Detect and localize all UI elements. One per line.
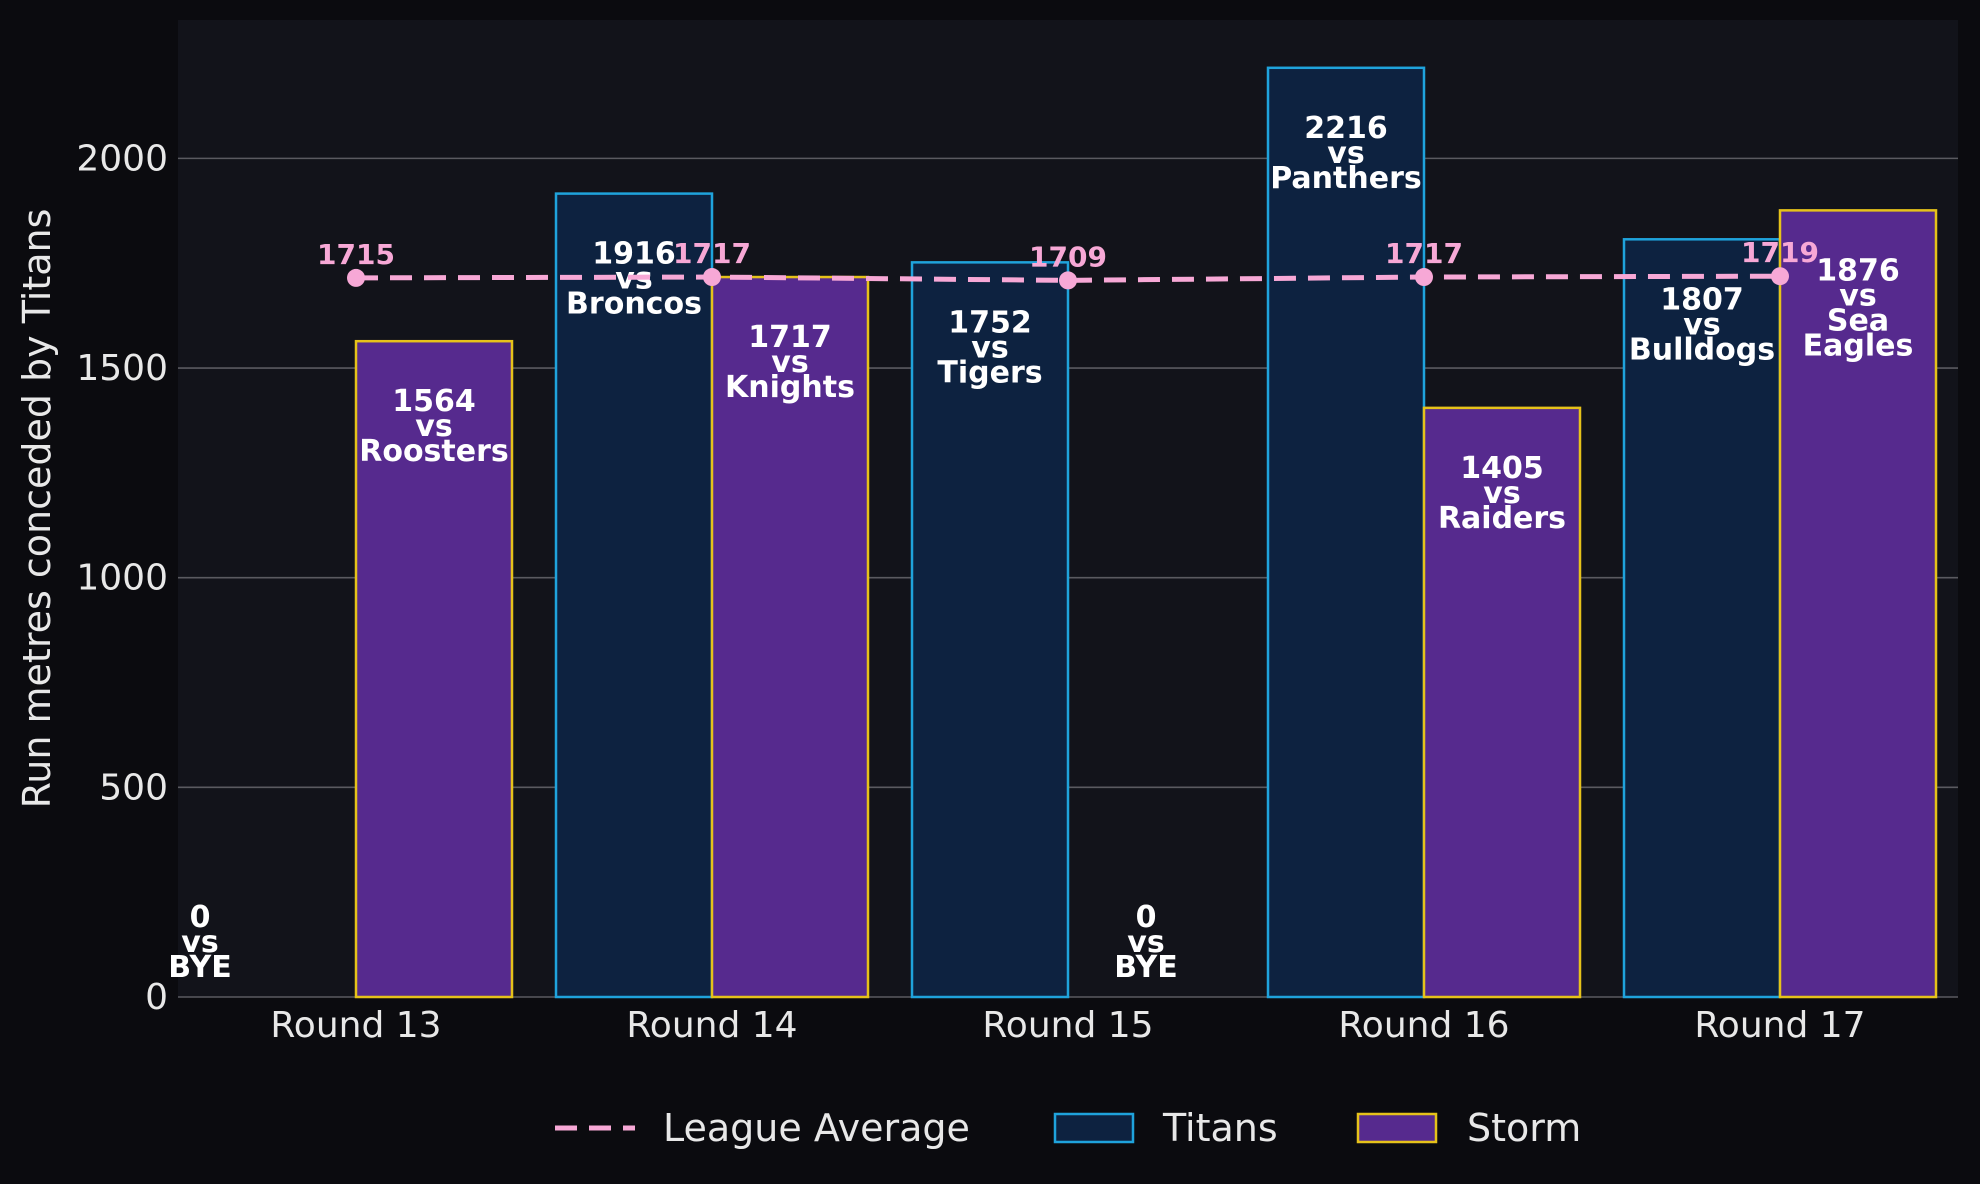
bars <box>354 66 1938 999</box>
bar-label: 1807 vs Bulldogs <box>1629 282 1775 367</box>
league-average-point <box>703 268 721 287</box>
league-average-point <box>1771 267 1789 286</box>
bar-label: 0 vs BYE <box>168 900 231 985</box>
y-tick-label: 2000 <box>76 138 168 179</box>
league-average-label: 1719 <box>1741 236 1819 269</box>
bar-label: 2216 vs Panthers <box>1270 111 1421 196</box>
legend: League Average Titans Storm <box>555 1106 1581 1150</box>
legend-label-storm: Storm <box>1467 1106 1581 1150</box>
bar-label: 1916 vs Broncos <box>566 237 702 322</box>
x-tick-label: Round 13 <box>270 1005 441 1046</box>
league-average-label: 1715 <box>317 238 395 271</box>
bar-storm <box>1778 209 1938 999</box>
league-average-point <box>347 268 365 287</box>
x-tick-label: Round 15 <box>982 1005 1153 1046</box>
legend-swatch-titans <box>1053 1112 1135 1144</box>
y-tick-label: 0 <box>145 977 168 1018</box>
x-tick-label: Round 17 <box>1694 1005 1865 1046</box>
x-tick-label: Round 14 <box>626 1005 797 1046</box>
league-average-point <box>1415 268 1433 287</box>
league-average-point <box>1059 271 1077 290</box>
legend-swatch-storm <box>1356 1112 1438 1144</box>
bar-labels: 0 vs BYE 1916 vs Broncos 1752 vs Tigers 2216 vs Pan… <box>168 111 1913 985</box>
y-tick-labels: 0 500 1000 1500 2000 <box>76 138 168 1018</box>
league-average-label: 1709 <box>1029 240 1107 273</box>
x-tick-labels: Round 13 Round 14 Round 15 Round 16 Round 17 <box>270 1005 1865 1046</box>
bar-label: 1876 vs Sea Eagles <box>1803 253 1914 363</box>
bar-storm <box>710 275 870 999</box>
x-tick-label: Round 16 <box>1338 1005 1509 1046</box>
bar-label: 0 vs BYE <box>1114 900 1177 985</box>
y-tick-label: 1500 <box>76 348 168 389</box>
bar-label: 1752 vs Tigers <box>937 305 1042 390</box>
bar-titans <box>554 192 714 999</box>
y-tick-label: 1000 <box>76 558 168 599</box>
bar-label: 1717 vs Knights <box>725 320 855 405</box>
legend-label-league-average: League Average <box>663 1106 970 1150</box>
league-average-label: 1717 <box>673 237 751 270</box>
bar-titans <box>1622 238 1782 999</box>
league-average-label: 1717 <box>1385 237 1463 270</box>
y-axis-title: Run metres conceded by Titans <box>15 209 59 809</box>
bar-storm <box>1422 406 1582 999</box>
bar-label: 1405 vs Raiders <box>1438 451 1566 536</box>
bar-label: 1564 vs Roosters <box>359 384 509 469</box>
y-tick-label: 500 <box>99 767 168 808</box>
bar-titans <box>1266 66 1426 999</box>
legend-label-titans: Titans <box>1162 1106 1278 1150</box>
bar-storm <box>354 339 514 999</box>
bar-titans <box>910 261 1070 999</box>
league-average-line: 1715 1717 1709 1717 1719 <box>317 236 1819 290</box>
